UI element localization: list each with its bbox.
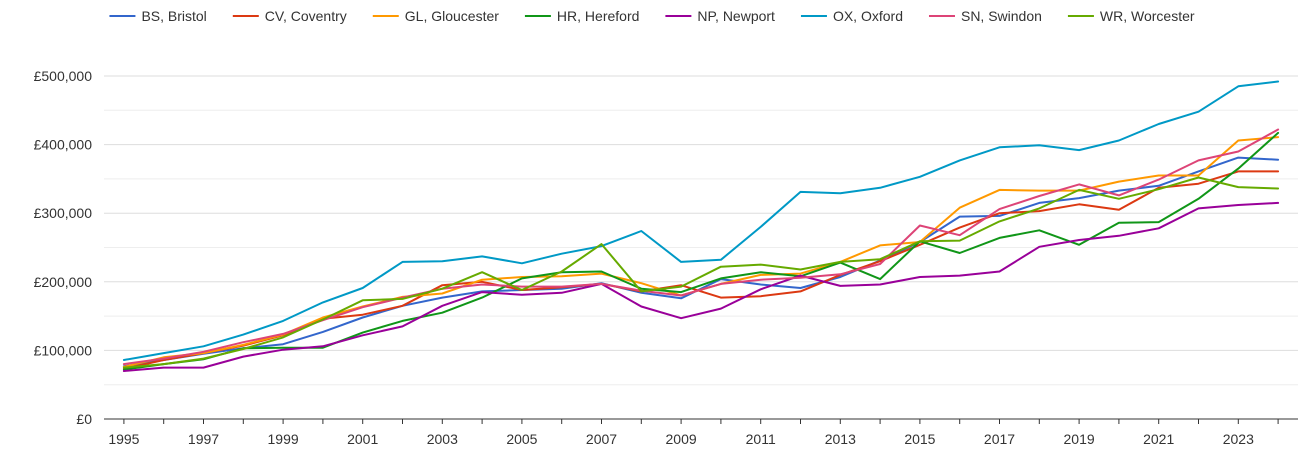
x-tick-label: 1995 — [108, 431, 139, 447]
x-tick-label: 2003 — [427, 431, 458, 447]
x-tick-label: 2015 — [904, 431, 935, 447]
x-tick-label: 1997 — [188, 431, 219, 447]
series-line-7 — [122, 176, 1280, 369]
legend-label: SN, Swindon — [961, 8, 1042, 24]
legend-label: WR, Worcester — [1100, 8, 1195, 24]
x-tick-label: 2021 — [1143, 431, 1174, 447]
series-line-5 — [122, 80, 1280, 361]
y-tick-label: £100,000 — [34, 342, 93, 358]
legend-label: NP, Newport — [697, 8, 775, 24]
x-tick-label: 2023 — [1223, 431, 1254, 447]
series-line-2 — [122, 136, 1280, 368]
legend: BS, Bristol CV, Coventry GL, Gloucester HR,… — [109, 8, 1195, 24]
gridlines — [104, 75, 1298, 386]
y-tick-label: £0 — [76, 411, 92, 427]
legend-label: GL, Gloucester — [405, 8, 499, 24]
x-tick-label: 2005 — [506, 431, 537, 447]
series-line-3 — [122, 131, 1280, 371]
x-tick-label: 2019 — [1064, 431, 1095, 447]
x-axis: 1995 1997 1999 2001 2003 2005 2007 2009 2011 2013… — [104, 418, 1298, 447]
x-tick-label: 2013 — [825, 431, 856, 447]
x-tick-label: 2017 — [984, 431, 1015, 447]
y-tick-label: £300,000 — [34, 205, 93, 221]
series-line-6 — [122, 128, 1280, 366]
x-tick-label: 2011 — [746, 431, 776, 447]
y-tick-label: £400,000 — [34, 137, 93, 153]
x-tick-label: 2007 — [586, 431, 617, 447]
legend-label: BS, Bristol — [141, 8, 206, 24]
y-axis: £0 £100,000 £200,000 £300,000 £400,000 £500,0… — [34, 68, 93, 427]
legend-label: OX, Oxford — [833, 8, 903, 24]
x-tick-label: 1999 — [268, 431, 299, 447]
y-tick-label: £500,000 — [34, 68, 93, 84]
legend-label: HR, Hereford — [557, 8, 639, 24]
x-tick-label: 2009 — [666, 431, 697, 447]
series-lines — [122, 80, 1280, 372]
y-tick-label: £200,000 — [34, 274, 93, 290]
series-line-4 — [122, 201, 1280, 372]
legend-label: CV, Coventry — [265, 8, 347, 24]
x-tick-label: 2001 — [347, 431, 378, 447]
series-line-0 — [122, 156, 1280, 368]
